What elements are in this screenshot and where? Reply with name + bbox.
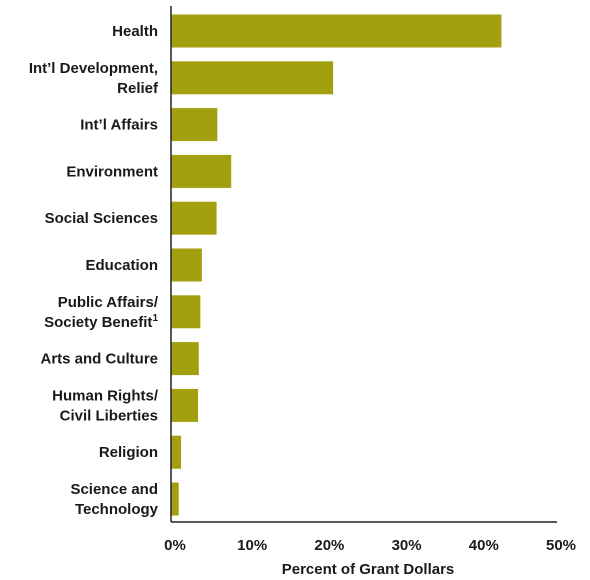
category-label-line: Public Affairs/ (58, 294, 159, 311)
category-label: Science and Technology (70, 481, 158, 518)
bar (171, 14, 502, 48)
category-label-line: Religion (99, 444, 158, 461)
bar (171, 435, 182, 469)
category-label-line: Civil Liberties (60, 407, 158, 424)
category-label: Int’l Affairs (80, 117, 158, 134)
category-label-line: Social Sciences (45, 210, 158, 227)
category-label: Human Rights/Civil Liberties (52, 387, 159, 424)
category-label-line: Environment (66, 163, 158, 180)
category-label: Education (85, 257, 158, 274)
category-label: Health (112, 23, 158, 40)
bar (171, 482, 179, 516)
x-tick-label: 50% (546, 537, 576, 554)
bar (171, 201, 217, 235)
x-tick-label: 0% (164, 537, 186, 554)
bar (171, 388, 199, 422)
x-tick-label: 30% (392, 537, 422, 554)
category-label: Environment (66, 163, 158, 180)
category-label-line: Int’l Affairs (80, 117, 158, 134)
category-label-line: Science and (70, 481, 158, 498)
x-tick-labels-group: 0% 10% 20% 30% 40% 50% (164, 537, 576, 554)
x-axis-title: Percent of Grant Dollars (282, 561, 455, 578)
category-label: Social Sciences (45, 210, 158, 227)
bar (171, 61, 334, 95)
category-label: Arts and Culture (40, 351, 158, 368)
category-label-line: Relief (117, 80, 159, 97)
category-label-line: Int’l Development, (29, 60, 158, 77)
bar (171, 342, 199, 376)
category-label-line: Society Benefit (44, 314, 152, 331)
category-label-line: Health (112, 23, 158, 40)
x-tick-label: 20% (314, 537, 344, 554)
category-label-line: Technology (75, 501, 159, 518)
x-tick-label: 10% (237, 537, 267, 554)
x-tick-label: 40% (469, 537, 499, 554)
bar (171, 154, 232, 188)
category-label: Public Affairs/Society Benefit1 (44, 294, 159, 331)
bars-group (171, 14, 502, 516)
category-label: Int’l Development, Relief (29, 60, 159, 97)
category-label-line: Arts and Culture (40, 351, 158, 368)
footnote-marker: 1 (152, 313, 158, 324)
bar (171, 248, 202, 282)
bar (171, 108, 218, 142)
category-label: Religion (99, 444, 158, 461)
category-labels-group: Health Int’l Development, Relief Int’l Affa… (29, 23, 159, 518)
bar (171, 295, 201, 329)
category-label-line: Human Rights/ (52, 387, 159, 404)
category-label-line: Education (85, 257, 158, 274)
